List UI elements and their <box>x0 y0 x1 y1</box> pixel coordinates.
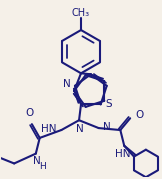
Text: N: N <box>33 156 41 166</box>
Text: O: O <box>26 108 34 118</box>
Text: S: S <box>106 100 112 110</box>
Text: N: N <box>63 79 71 89</box>
Text: HN: HN <box>41 124 56 134</box>
Text: N: N <box>103 122 110 132</box>
Text: HN: HN <box>115 149 130 159</box>
Text: O: O <box>135 110 143 120</box>
Text: H: H <box>39 163 46 171</box>
Text: N: N <box>76 124 84 134</box>
Text: CH₃: CH₃ <box>72 8 90 18</box>
